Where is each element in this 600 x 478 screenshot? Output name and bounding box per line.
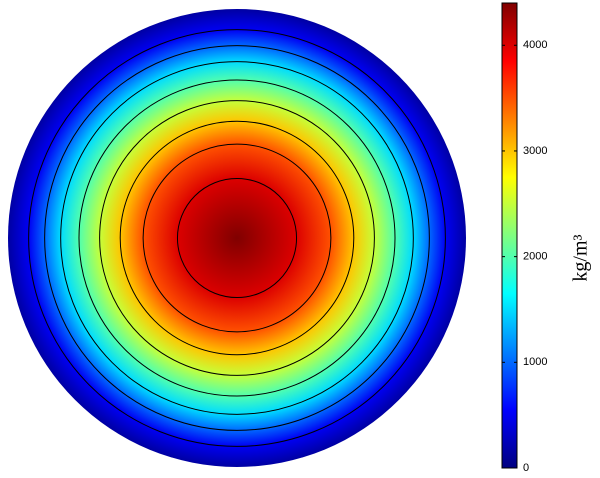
colorbar-label: kg/m³: [570, 234, 592, 281]
contour-line: [28, 29, 446, 447]
colorbar-tick-label: 3000: [523, 145, 547, 157]
contour-line: [119, 120, 355, 356]
contour-line: [44, 45, 430, 431]
colorbar-tick-label: 1000: [523, 356, 547, 368]
contour-line: [142, 143, 332, 333]
contour-line: [78, 79, 396, 397]
contour-line: [60, 61, 414, 415]
colorbar-tick-label: 4000: [523, 39, 547, 51]
density-disk: [8, 9, 466, 467]
colorbar-tick-label: 0: [523, 462, 529, 474]
contour-line: [99, 100, 375, 376]
contour-line: [176, 177, 298, 299]
colorbar: [501, 2, 518, 469]
colorbar-tick-label: 2000: [523, 251, 547, 263]
